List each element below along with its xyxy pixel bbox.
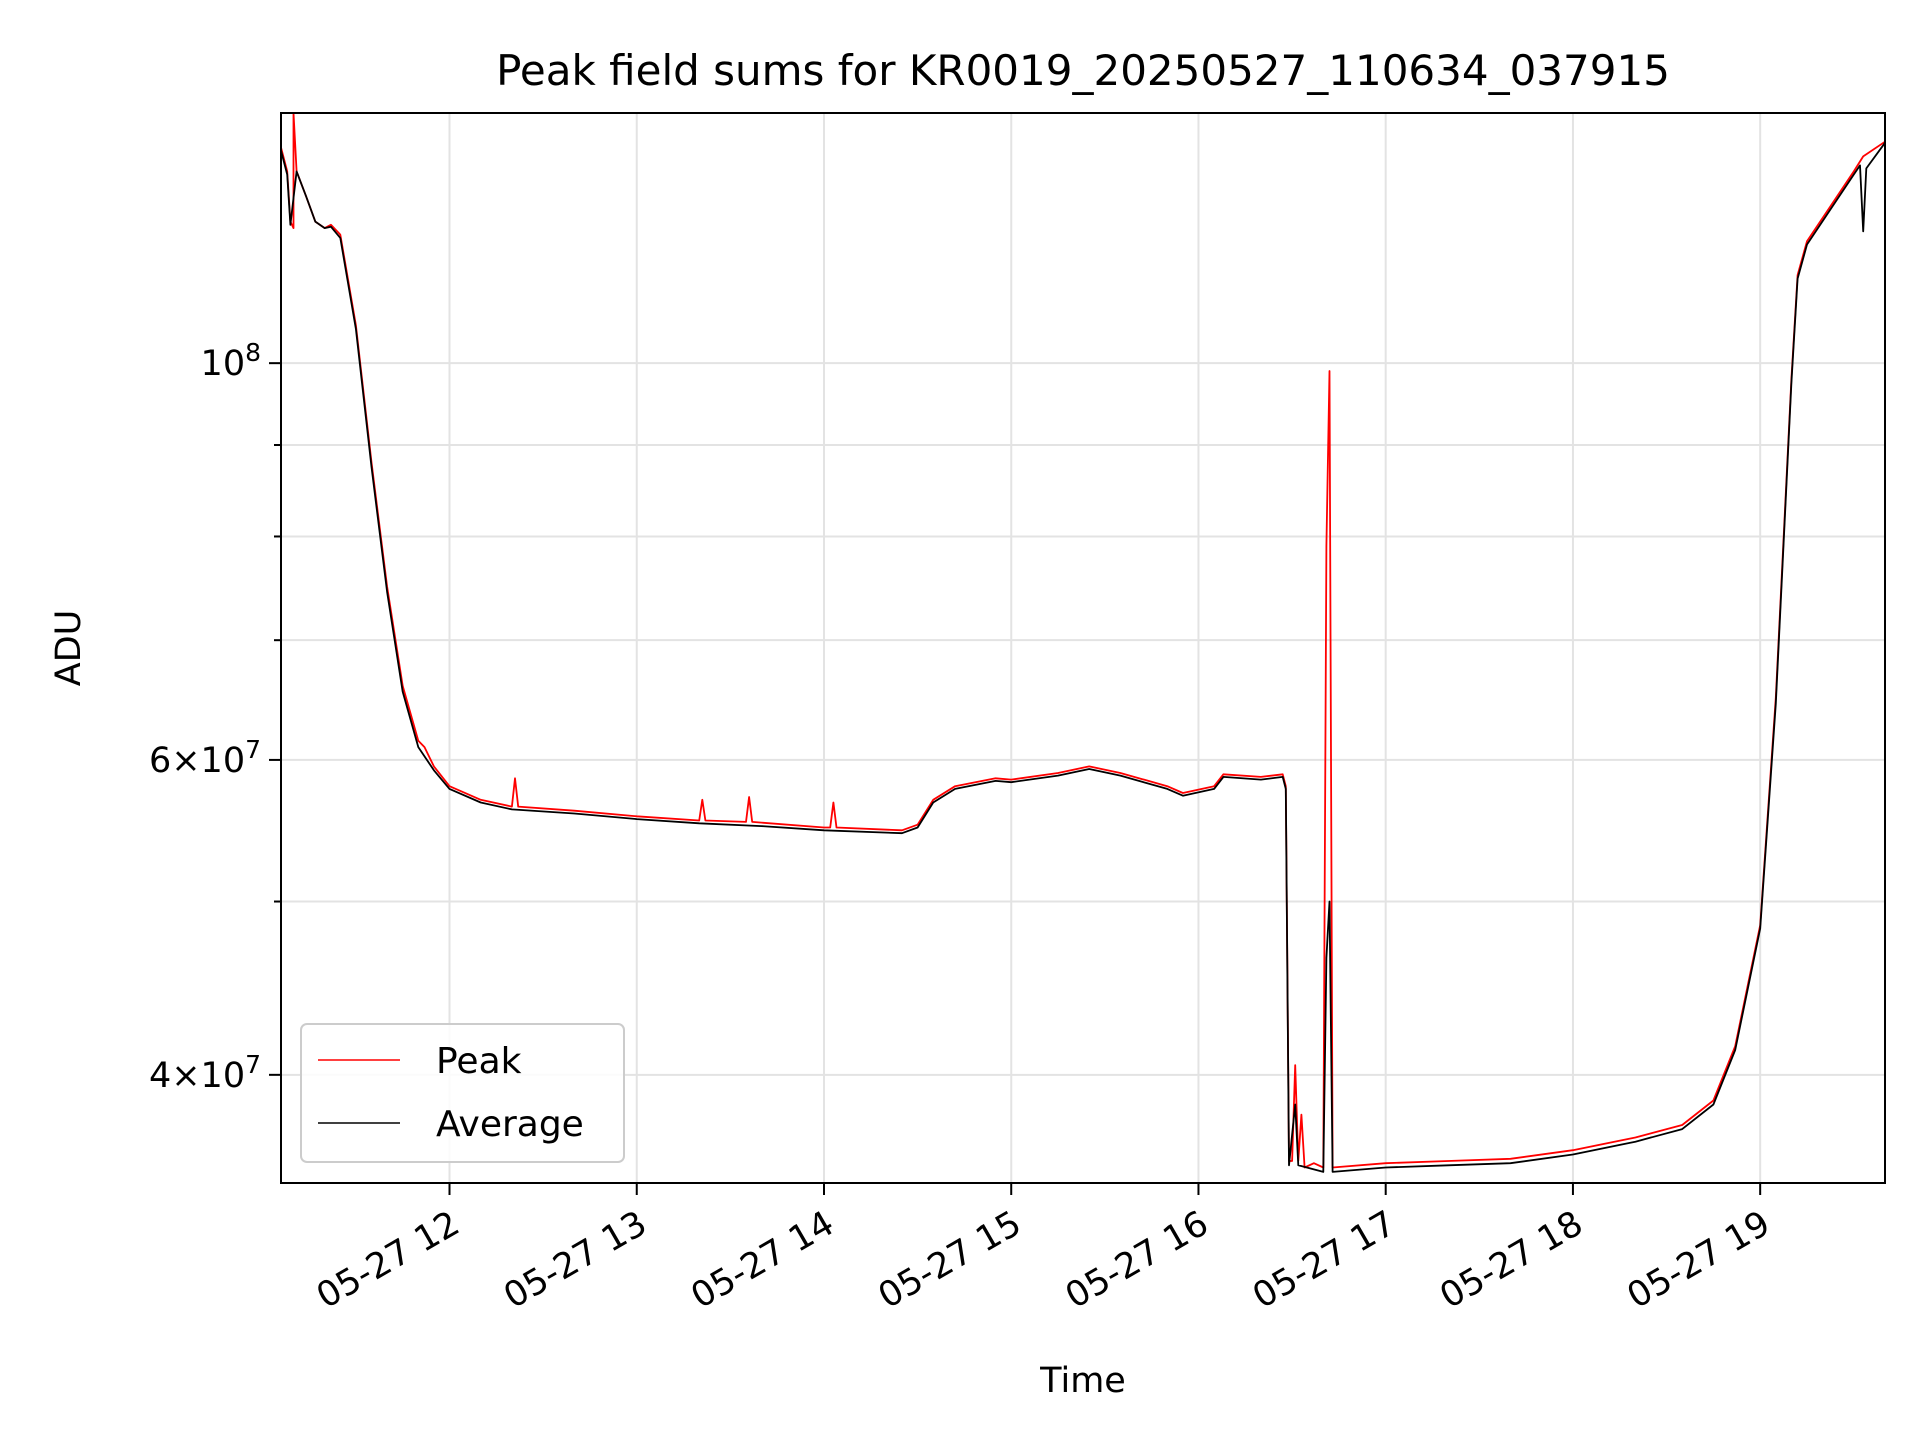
series-line-average [281,142,1885,1173]
series-layer [281,113,1885,1173]
y-tick-label: 6×107 [149,735,261,781]
grid [281,113,1885,1183]
y-tick-label: 108 [201,338,261,384]
legend-label-peak: Peak [436,1041,522,1082]
plot-area-frame [280,112,1886,1184]
y-axis-label: ADU [49,610,89,687]
y-tick-label: 4×107 [149,1050,261,1096]
legend: Peak Average [300,1023,625,1163]
legend-label-average: Average [436,1104,584,1145]
legend-box [300,1023,625,1163]
x-axis-label: Time [1039,1361,1126,1401]
chart-title: Peak field sums for KR0019_20250527_1106… [496,46,1670,95]
